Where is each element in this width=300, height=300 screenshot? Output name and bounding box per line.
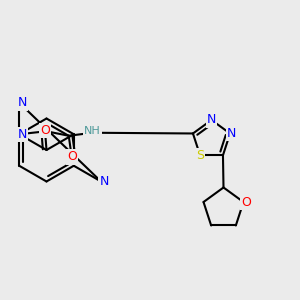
Text: S: S: [196, 149, 204, 162]
Text: N: N: [227, 127, 236, 140]
Text: N: N: [17, 96, 27, 109]
Text: NH: NH: [84, 126, 101, 136]
Text: N: N: [207, 113, 216, 127]
Text: O: O: [242, 196, 251, 208]
Text: O: O: [67, 150, 77, 163]
Text: N: N: [17, 128, 27, 141]
Text: N: N: [99, 175, 109, 188]
Text: O: O: [40, 124, 50, 137]
